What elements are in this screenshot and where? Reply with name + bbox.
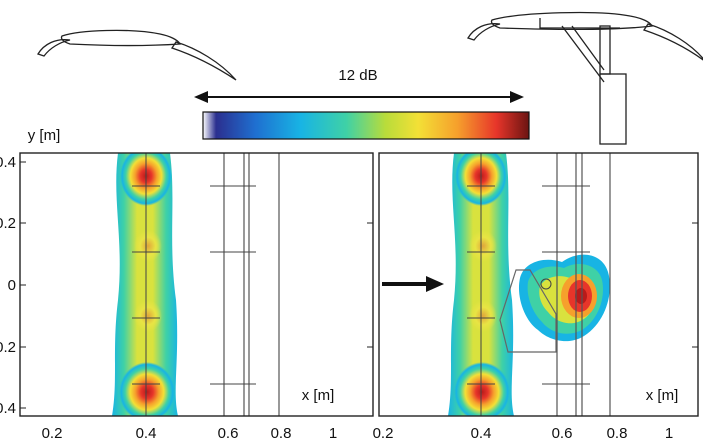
x-tick-label: 0.4 [471,425,492,442]
x-tick-label: 0.8 [271,425,292,442]
y-tick-label: 0.4 [0,154,16,171]
x-axis-label: x [m] [302,387,335,404]
axis-tick-marks [20,161,698,409]
right-map-panel: x [m] [378,152,699,417]
y-tick-labels: 0.4 0.2 0 -0.2 -0.4 [0,154,16,417]
x-tick-label: 0.2 [373,425,394,442]
x-tick-label: 0.4 [136,425,157,442]
x-tick-label: 0.8 [607,425,628,442]
clean-airfoil-icon [37,29,237,81]
y-tick-label: 0 [8,277,16,294]
x-tick-label: 1 [665,425,673,442]
x-tick-label: 0.6 [218,425,239,442]
flow-arrow-icon [382,276,444,292]
left-map-panel: x [m] [19,152,374,417]
x-axis-label-right: x [m] [646,387,679,404]
colorbar-label: 12 dB [338,67,377,84]
x-tick-label: 0.6 [552,425,573,442]
x-tick-label: 1 [329,425,337,442]
x-tick-labels-right: 0.2 0.4 0.6 0.8 1 [373,425,674,442]
y-tick-label: -0.2 [0,339,16,356]
x-tick-label: 0.2 [42,425,63,442]
x-tick-labels-left: 0.2 0.4 0.6 0.8 1 [42,425,338,442]
colorbar: 12 dB [194,67,530,140]
y-axis-label: y [m] [28,127,61,144]
colorbar-gradient [202,111,530,140]
y-tick-label: 0.2 [0,215,16,232]
y-tick-label: -0.4 [0,400,16,417]
landing-gear-airfoil-icon [467,11,703,145]
